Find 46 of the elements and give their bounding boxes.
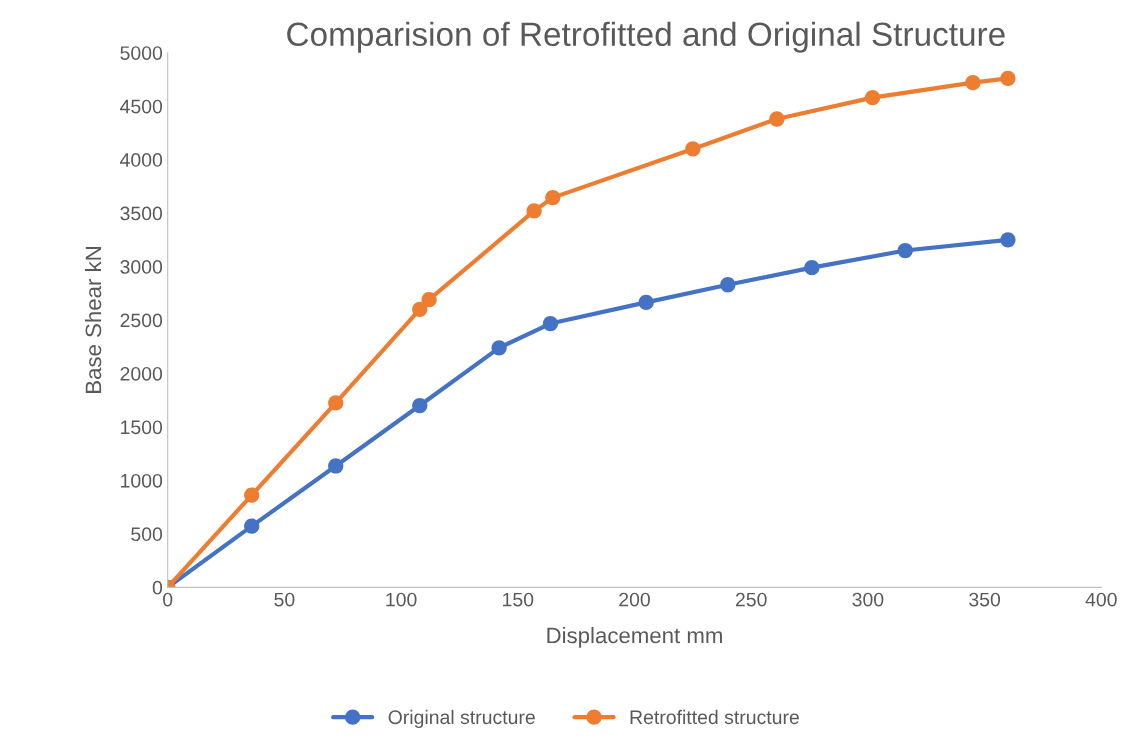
- y-tick-label: 2000: [120, 366, 163, 381]
- point: [244, 487, 260, 503]
- legend-label: Original structure: [388, 709, 535, 728]
- x-tick-label: 300: [852, 592, 884, 607]
- point: [244, 518, 260, 534]
- point: [720, 277, 736, 293]
- point: [804, 259, 820, 276]
- y-axis-title: Base Shear kN: [84, 247, 102, 393]
- point: [542, 315, 559, 332]
- y-tick-label: 1500: [121, 420, 163, 435]
- point: [685, 141, 701, 157]
- y-tick-label: 0: [152, 580, 163, 595]
- y-tick-label: 5000: [120, 46, 163, 60]
- y-tick-label: 1000: [121, 473, 163, 488]
- point: [965, 75, 981, 91]
- point: [545, 189, 561, 206]
- chart-title: Comparision of Retrofitted and Original Structure: [287, 21, 1005, 53]
- x-tick-label: 200: [619, 592, 650, 607]
- point: [897, 242, 913, 259]
- x-axis-title: Displacement mm: [547, 626, 722, 648]
- point: [328, 395, 344, 411]
- point: [1000, 232, 1016, 248]
- point: [491, 340, 507, 356]
- x-tick-label: 350: [969, 592, 1001, 607]
- point: [421, 292, 437, 308]
- x-tick-label: 400: [1085, 592, 1117, 607]
- y-tick-label: 500: [131, 527, 163, 542]
- point: [526, 203, 542, 219]
- x-tick-label: 250: [735, 592, 767, 607]
- point: [1000, 70, 1016, 87]
- point: [328, 458, 344, 474]
- point: [638, 294, 654, 311]
- x-tick-label: 0: [163, 592, 173, 607]
- point: [769, 111, 785, 127]
- point: [412, 397, 428, 414]
- y-tick-label: 4500: [120, 99, 163, 114]
- x-tick-label: 50: [274, 592, 295, 607]
- y-tick-label: 4000: [120, 153, 163, 167]
- y-tick-label: 3500: [120, 206, 163, 221]
- y-tick-label: 2500: [120, 313, 163, 328]
- y-tick-label: 3000: [120, 260, 163, 274]
- x-tick-label: 100: [386, 592, 417, 607]
- point: [412, 301, 428, 317]
- legend-label: Retrofitted structure: [630, 709, 799, 725]
- x-tick-label: 150: [503, 592, 534, 607]
- point: [864, 89, 881, 106]
